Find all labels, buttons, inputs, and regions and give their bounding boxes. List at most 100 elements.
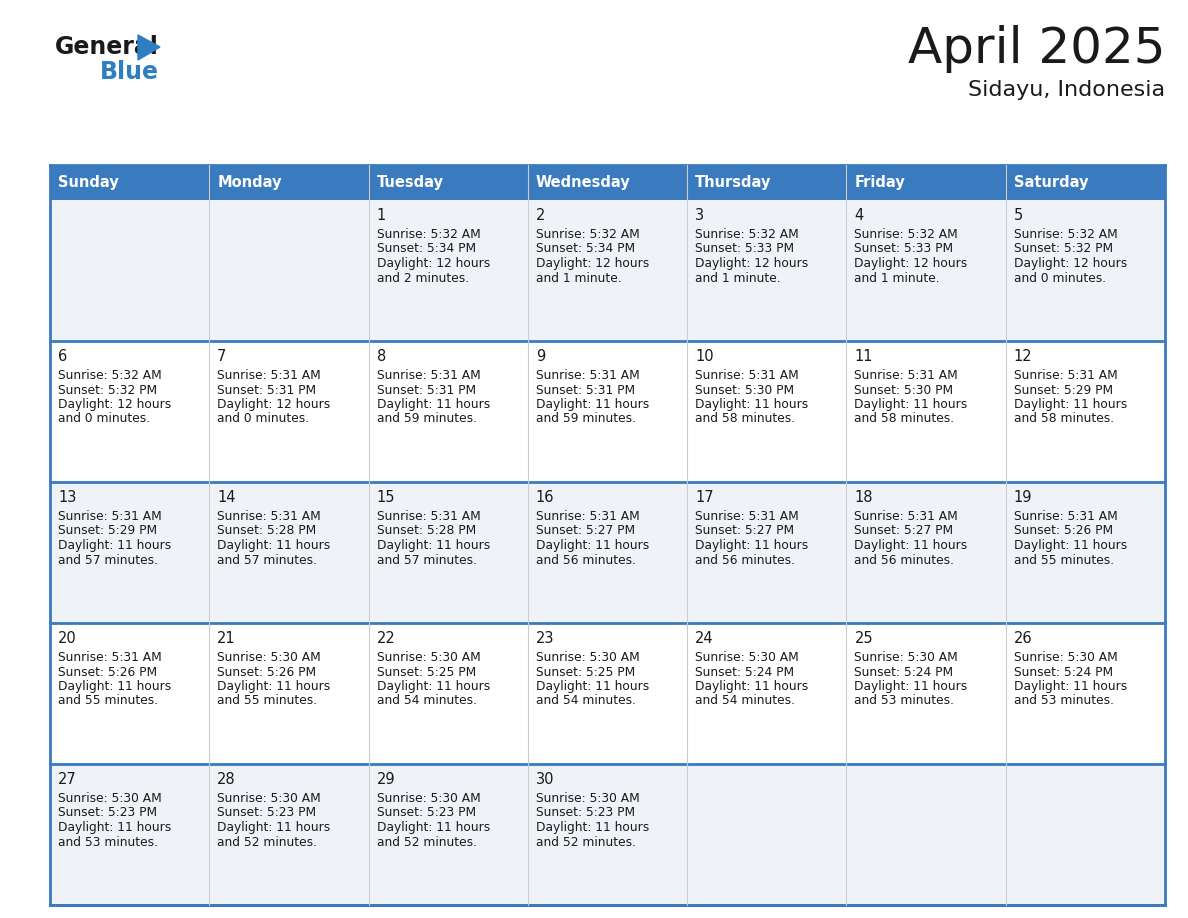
Text: Daylight: 12 hours: Daylight: 12 hours	[377, 257, 489, 270]
Text: 12: 12	[1013, 349, 1032, 364]
Bar	[846, 165, 1006, 200]
Text: Sunrise: 5:32 AM: Sunrise: 5:32 AM	[1013, 228, 1118, 241]
Text: and 0 minutes.: and 0 minutes.	[1013, 272, 1106, 285]
Text: Sunrise: 5:31 AM: Sunrise: 5:31 AM	[377, 369, 480, 382]
Text: Sunrise: 5:31 AM: Sunrise: 5:31 AM	[854, 510, 959, 523]
Text: Daylight: 12 hours: Daylight: 12 hours	[536, 257, 649, 270]
Text: Daylight: 11 hours: Daylight: 11 hours	[217, 821, 330, 834]
Text: 11: 11	[854, 349, 873, 364]
Text: 14: 14	[217, 490, 235, 505]
Text: 21: 21	[217, 631, 236, 646]
Text: Sunrise: 5:31 AM: Sunrise: 5:31 AM	[695, 369, 798, 382]
Polygon shape	[138, 35, 160, 60]
Text: Sunset: 5:34 PM: Sunset: 5:34 PM	[536, 242, 634, 255]
Text: General: General	[55, 35, 159, 59]
Text: and 58 minutes.: and 58 minutes.	[854, 412, 954, 426]
Bar	[687, 165, 846, 200]
Text: and 2 minutes.: and 2 minutes.	[377, 272, 468, 285]
Text: Daylight: 11 hours: Daylight: 11 hours	[217, 680, 330, 693]
Bar	[527, 165, 687, 200]
Text: Sunrise: 5:32 AM: Sunrise: 5:32 AM	[536, 228, 639, 241]
Text: Sunset: 5:27 PM: Sunset: 5:27 PM	[854, 524, 954, 538]
Text: 5: 5	[1013, 208, 1023, 223]
Text: 6: 6	[58, 349, 68, 364]
Text: and 59 minutes.: and 59 minutes.	[536, 412, 636, 426]
Text: Sunrise: 5:31 AM: Sunrise: 5:31 AM	[1013, 510, 1118, 523]
Bar	[50, 482, 1165, 623]
Text: Daylight: 11 hours: Daylight: 11 hours	[536, 680, 649, 693]
Text: Tuesday: Tuesday	[377, 175, 443, 190]
Text: and 53 minutes.: and 53 minutes.	[854, 695, 954, 708]
Text: 22: 22	[377, 631, 396, 646]
Text: Sunset: 5:30 PM: Sunset: 5:30 PM	[695, 384, 795, 397]
Text: Sunset: 5:33 PM: Sunset: 5:33 PM	[854, 242, 954, 255]
Text: Sunset: 5:29 PM: Sunset: 5:29 PM	[1013, 384, 1113, 397]
Bar	[50, 341, 1165, 482]
Text: Sunset: 5:32 PM: Sunset: 5:32 PM	[1013, 242, 1113, 255]
Text: Sunset: 5:28 PM: Sunset: 5:28 PM	[217, 524, 316, 538]
Text: Monday: Monday	[217, 175, 282, 190]
Text: Daylight: 11 hours: Daylight: 11 hours	[217, 539, 330, 552]
Text: Sunset: 5:30 PM: Sunset: 5:30 PM	[854, 384, 954, 397]
Text: and 56 minutes.: and 56 minutes.	[854, 554, 954, 566]
Text: Sunset: 5:23 PM: Sunset: 5:23 PM	[58, 807, 157, 820]
Text: Wednesday: Wednesday	[536, 175, 631, 190]
Text: 24: 24	[695, 631, 714, 646]
Text: Daylight: 11 hours: Daylight: 11 hours	[695, 398, 808, 411]
Text: Blue: Blue	[100, 60, 159, 84]
Text: and 57 minutes.: and 57 minutes.	[58, 554, 158, 566]
Text: and 0 minutes.: and 0 minutes.	[217, 412, 309, 426]
Text: Daylight: 11 hours: Daylight: 11 hours	[377, 680, 489, 693]
Text: and 55 minutes.: and 55 minutes.	[217, 695, 317, 708]
Text: Sunrise: 5:31 AM: Sunrise: 5:31 AM	[58, 651, 162, 664]
Text: Sunrise: 5:31 AM: Sunrise: 5:31 AM	[695, 510, 798, 523]
Text: Sunset: 5:32 PM: Sunset: 5:32 PM	[58, 384, 157, 397]
Text: Daylight: 11 hours: Daylight: 11 hours	[377, 821, 489, 834]
Text: 17: 17	[695, 490, 714, 505]
Text: Sunrise: 5:32 AM: Sunrise: 5:32 AM	[58, 369, 162, 382]
Bar	[50, 165, 209, 200]
Text: Sunset: 5:24 PM: Sunset: 5:24 PM	[854, 666, 954, 678]
Text: Sunset: 5:24 PM: Sunset: 5:24 PM	[695, 666, 795, 678]
Text: 29: 29	[377, 772, 396, 787]
Text: Daylight: 12 hours: Daylight: 12 hours	[58, 398, 171, 411]
Bar	[50, 200, 1165, 341]
Text: Sunset: 5:33 PM: Sunset: 5:33 PM	[695, 242, 795, 255]
Text: Sunrise: 5:30 AM: Sunrise: 5:30 AM	[58, 792, 162, 805]
Text: 13: 13	[58, 490, 76, 505]
Text: and 52 minutes.: and 52 minutes.	[377, 835, 476, 848]
Text: and 57 minutes.: and 57 minutes.	[377, 554, 476, 566]
Text: Sunset: 5:25 PM: Sunset: 5:25 PM	[536, 666, 636, 678]
Text: Sunrise: 5:31 AM: Sunrise: 5:31 AM	[217, 510, 321, 523]
Text: Daylight: 11 hours: Daylight: 11 hours	[695, 539, 808, 552]
Text: 16: 16	[536, 490, 555, 505]
Text: Sunday: Sunday	[58, 175, 119, 190]
Bar	[50, 764, 1165, 905]
Text: 20: 20	[58, 631, 77, 646]
Text: Daylight: 11 hours: Daylight: 11 hours	[854, 398, 968, 411]
Text: Sunset: 5:27 PM: Sunset: 5:27 PM	[536, 524, 634, 538]
Text: 27: 27	[58, 772, 77, 787]
Text: and 56 minutes.: and 56 minutes.	[695, 554, 795, 566]
Bar	[1006, 165, 1165, 200]
Text: Daylight: 11 hours: Daylight: 11 hours	[58, 680, 171, 693]
Bar	[368, 165, 527, 200]
Text: and 54 minutes.: and 54 minutes.	[695, 695, 795, 708]
Text: and 52 minutes.: and 52 minutes.	[217, 835, 317, 848]
Text: April 2025: April 2025	[908, 25, 1165, 73]
Text: 26: 26	[1013, 631, 1032, 646]
Text: Daylight: 11 hours: Daylight: 11 hours	[377, 539, 489, 552]
Bar	[50, 623, 1165, 764]
Text: 3: 3	[695, 208, 704, 223]
Text: Sunrise: 5:31 AM: Sunrise: 5:31 AM	[58, 510, 162, 523]
Text: Sunrise: 5:31 AM: Sunrise: 5:31 AM	[536, 510, 639, 523]
Text: Sunset: 5:25 PM: Sunset: 5:25 PM	[377, 666, 475, 678]
Text: Daylight: 11 hours: Daylight: 11 hours	[1013, 680, 1127, 693]
Text: Sunrise: 5:31 AM: Sunrise: 5:31 AM	[217, 369, 321, 382]
Text: Sunrise: 5:30 AM: Sunrise: 5:30 AM	[217, 792, 321, 805]
Text: Sunset: 5:26 PM: Sunset: 5:26 PM	[217, 666, 316, 678]
Text: Daylight: 11 hours: Daylight: 11 hours	[536, 398, 649, 411]
Text: 7: 7	[217, 349, 227, 364]
Text: Daylight: 11 hours: Daylight: 11 hours	[377, 398, 489, 411]
Text: Daylight: 11 hours: Daylight: 11 hours	[536, 539, 649, 552]
